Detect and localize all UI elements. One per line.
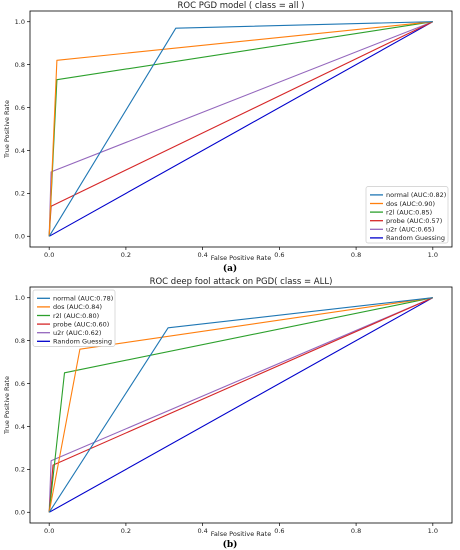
series-line-1-5 — [48, 297, 434, 513]
series-line-1-0 — [48, 297, 433, 513]
series-line-1-4 — [48, 297, 434, 513]
y-tick-label-1-1: 0.2 — [15, 466, 25, 474]
series-line-1-1 — [48, 297, 433, 513]
x-tick-label-0-3: 0.6 — [274, 251, 284, 259]
series-line-0-5 — [48, 21, 434, 237]
legend-label-1-1: dos (AUC:0.84) — [53, 303, 102, 311]
legend-label-1-3: probe (AUC:0.60) — [53, 320, 109, 328]
series-line-1-2 — [48, 297, 433, 513]
legend-label-0-3: probe (AUC:0.57) — [386, 217, 442, 225]
y-tick-label-1-5: 1.0 — [15, 294, 25, 302]
series-line-0-1 — [48, 21, 433, 237]
figure-caption-0: (a) — [223, 263, 237, 274]
x-tick-label-1-1: 0.2 — [121, 527, 131, 535]
series-line-0-0 — [48, 21, 433, 237]
x-axis-label-0: False Positive Rate — [211, 254, 271, 262]
y-tick-label-1-3: 0.6 — [15, 380, 25, 388]
y-tick-label-0-1: 0.2 — [15, 190, 25, 198]
y-tick-label-0-0: 0.0 — [15, 233, 25, 241]
y-axis-label-1: True Positive Rate — [3, 376, 11, 435]
y-tick-label-0-2: 0.4 — [15, 147, 25, 155]
legend-label-0-0: normal (AUC:0.82) — [386, 191, 446, 199]
x-tick-label-0-0: 0.0 — [44, 251, 54, 259]
legend-label-0-5: Random Guessing — [386, 234, 445, 242]
y-tick-label-0-3: 0.6 — [15, 104, 25, 112]
legend-box-1 — [32, 289, 116, 347]
legend-1: normal (AUC:0.78)dos (AUC:0.84)r2l (AUC:… — [32, 289, 116, 347]
x-tick-label-0-5: 1.0 — [428, 251, 438, 259]
x-tick-label-1-3: 0.6 — [274, 527, 284, 535]
legend-label-0-1: dos (AUC:0.90) — [386, 200, 435, 208]
legend-label-1-2: r2l (AUC:0.80) — [53, 312, 99, 320]
legend-0: normal (AUC:0.82)dos (AUC:0.90)r2l (AUC:… — [365, 186, 449, 244]
x-tick-label-1-5: 1.0 — [428, 527, 438, 535]
figure-caption-1: (b) — [223, 539, 238, 550]
x-tick-label-1-4: 0.8 — [351, 527, 361, 535]
x-axis-label-1: False Positive Rate — [211, 530, 271, 538]
chart-panel-0: ROC PGD model ( class = all ) 0.0 0.2 0.4 0.… — [3, 1, 453, 274]
y-tick-label-0-5: 1.0 — [15, 18, 25, 26]
y-axis-label-0: True Positive Rate — [3, 100, 11, 159]
x-tick-label-0-4: 0.8 — [351, 251, 361, 259]
legend-label-1-0: normal (AUC:0.78) — [53, 295, 113, 303]
chart-title-1: ROC deep fool attack on PGD( class = ALL… — [150, 277, 333, 287]
legend-label-0-4: u2r (AUC:0.65) — [386, 226, 434, 234]
legend-label-0-2: r2l (AUC:0.85) — [386, 208, 432, 216]
legend-label-1-4: u2r (AUC:0.62) — [53, 329, 101, 337]
x-tick-label-0-2: 0.4 — [197, 251, 207, 259]
y-tick-label-1-2: 0.4 — [15, 423, 25, 431]
chart-panel-1: ROC deep fool attack on PGD( class = ALL… — [3, 277, 453, 550]
x-tick-label-0-1: 0.2 — [121, 251, 131, 259]
x-tick-label-1-0: 0.0 — [44, 527, 54, 535]
chart-title-0: ROC PGD model ( class = all ) — [178, 1, 305, 11]
y-tick-label-1-4: 0.8 — [15, 337, 25, 345]
legend-label-1-5: Random Guessing — [53, 338, 112, 346]
legend-box-0 — [365, 186, 449, 244]
y-tick-label-0-4: 0.8 — [15, 61, 25, 69]
x-tick-label-1-2: 0.4 — [197, 527, 207, 535]
y-tick-label-1-0: 0.0 — [15, 509, 25, 517]
